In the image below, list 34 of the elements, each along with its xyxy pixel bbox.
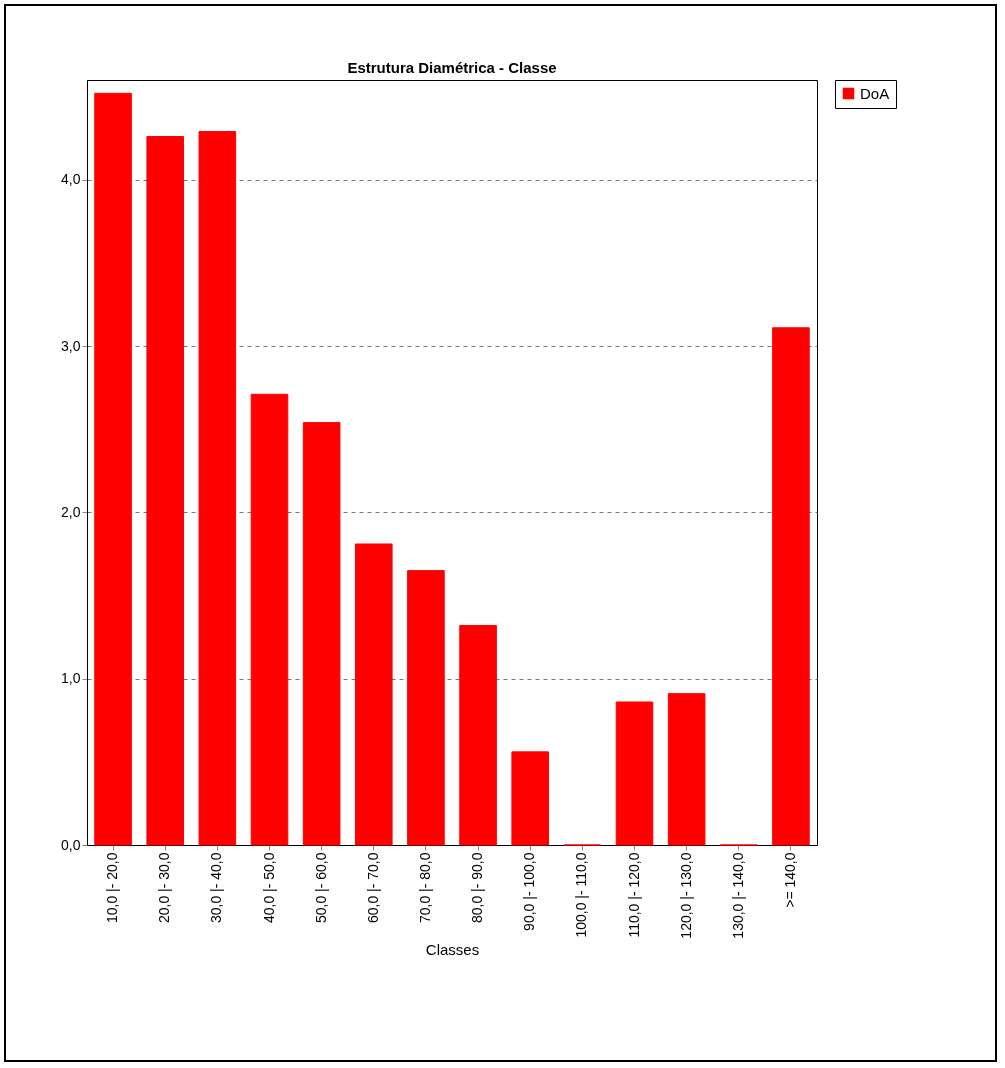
x-tick-label: 90,0 |- 100,0 [521,852,538,931]
bar [146,136,185,846]
x-tick-label: 10,0 |- 20,0 [104,852,121,924]
bar [198,131,237,846]
x-tick-label: 130,0 |- 140,0 [729,852,746,939]
x-tick-label: 100,0 |- 110,0 [573,852,590,938]
bar [250,393,289,846]
y-tick-label: 0,0 [61,836,81,853]
bar [511,751,550,846]
bar [407,570,445,846]
bar [615,701,654,846]
x-tick-label: 30,0 |- 40,0 [208,852,225,924]
y-tick-label: 2,0 [61,503,81,520]
legend-label: DoA [860,84,890,102]
bar [459,624,497,846]
bar [772,327,810,846]
x-tick-label: 120,0 |- 130,0 [677,852,694,939]
y-tick-label: 1,0 [61,670,81,687]
bar [302,422,341,846]
y-tick-label: 3,0 [61,337,81,354]
x-tick-label: 50,0 |- 60,0 [312,852,329,924]
x-tick-label: 70,0 |- 80,0 [416,852,433,924]
chart-title: Estrutura Diamétrica - Classe [347,58,557,76]
x-tick-label: 40,0 |- 50,0 [260,852,277,924]
x-tick-label: 60,0 |- 70,0 [364,852,381,924]
x-tick-label: 80,0 |- 90,0 [469,852,486,924]
x-axis-title: Classes [425,940,480,958]
y-tick-label: 4,0 [61,171,81,188]
x-tick-label: >= 140,0 [781,852,798,908]
bar [94,92,132,846]
x-tick-label: 20,0 |- 30,0 [156,852,173,924]
bar [354,543,393,846]
x-tick-label: 110,0 |- 120,0 [625,852,642,938]
bar [667,693,706,846]
